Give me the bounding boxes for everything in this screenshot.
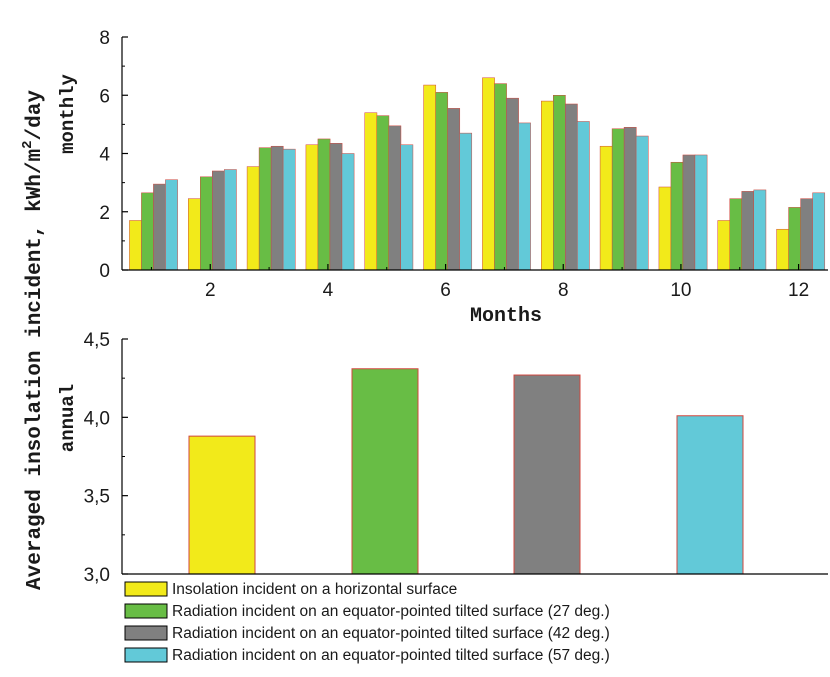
monthly-axes: 0 2 4 6 8 2 4 6 8 10 12 — [99, 28, 828, 301]
legend-label: Radiation incident on an equator-pointed… — [172, 603, 610, 620]
monthly-bar-s1-m5 — [364, 112, 378, 271]
monthly-bar-s2-m1 — [141, 192, 154, 271]
monthly-bar-s2-m7 — [494, 83, 507, 271]
monthly-bar-s3-m11 — [741, 191, 755, 271]
monthly-x-tick-label: 6 — [440, 280, 451, 301]
monthly-y-tick-label: 2 — [99, 203, 110, 224]
legend: Insolation incident on a horizontal surf… — [124, 581, 610, 664]
legend-label: Radiation incident on an equator-pointed… — [172, 647, 610, 664]
monthly-bar-s1-m1 — [129, 220, 142, 271]
monthly-y-tick-label: 6 — [99, 86, 110, 107]
monthly-bar-s2-m2 — [200, 176, 213, 271]
monthly-bar-s1-m11 — [717, 220, 731, 271]
monthly-bar-s4-m12 — [812, 192, 826, 271]
monthly-bar-s3-m2 — [212, 170, 225, 271]
monthly-bar-s3-m5 — [388, 125, 402, 271]
annual-bar-1 — [188, 435, 256, 575]
monthly-bar-s1-m6 — [423, 84, 437, 271]
annual-axes: 3,0 3,5 4,0 4,5 — [84, 330, 828, 586]
monthly-bar-s1-m9 — [599, 145, 613, 271]
annual-y-tick-label: 3,0 — [84, 565, 110, 586]
y-axis-label: Averaged insolation incident, kWh/m2/day — [20, 90, 47, 590]
monthly-bar-s3-m8 — [565, 103, 578, 271]
monthly-bar-s1-m7 — [482, 77, 495, 271]
monthly-bar-s1-m4 — [305, 144, 319, 271]
legend-item-4: Radiation incident on an equator-pointed… — [124, 647, 610, 664]
monthly-bar-s3-m7 — [506, 97, 519, 271]
monthly-bar-s1-m2 — [188, 198, 201, 271]
monthly-bar-s4-m4 — [341, 153, 355, 271]
monthly-bar-s4-m10 — [694, 154, 708, 271]
monthly-bar-s4-m1 — [165, 179, 178, 271]
monthly-bar-s3-m6 — [447, 108, 461, 271]
monthly-bar-s4-m7 — [518, 122, 531, 271]
monthly-x-tick-label: 8 — [558, 280, 569, 301]
monthly-bar-s3-m4 — [329, 143, 343, 271]
legend-item-3: Radiation incident on an equator-pointed… — [124, 625, 610, 642]
annual-y-tick-label: 4,5 — [84, 330, 110, 351]
monthly-bar-s3-m1 — [153, 183, 166, 271]
legend-item-2: Radiation incident on an equator-pointed… — [124, 603, 610, 620]
annual-bar-2 — [351, 368, 419, 575]
legend-swatch — [124, 581, 168, 597]
annual-y-tick-label: 3,5 — [84, 487, 110, 508]
legend-swatch — [124, 647, 168, 663]
monthly-bar-s2-m4 — [317, 138, 331, 271]
monthly-x-tick-label: 4 — [323, 280, 334, 301]
monthly-bar-s2-m6 — [435, 92, 449, 271]
monthly-x-tick-label: 10 — [670, 280, 691, 301]
monthly-plot: 0 2 4 6 8 2 4 6 8 10 12 Months — [99, 28, 828, 328]
monthly-bar-s4-m6 — [459, 132, 473, 271]
monthly-bar-s2-m8 — [553, 95, 566, 271]
monthly-y-tick-label: 4 — [99, 145, 110, 166]
legend-label: Insolation incident on a horizontal surf… — [172, 581, 457, 598]
y-axis-sublabel-monthly: monthly — [57, 74, 79, 154]
monthly-bar-s1-m8 — [541, 100, 554, 271]
monthly-bar-s4-m9 — [635, 135, 649, 271]
annual-plot: 3,0 3,5 4,0 4,5 — [84, 330, 828, 586]
annual-bar-4 — [676, 415, 744, 575]
monthly-y-tick-label: 0 — [99, 261, 110, 282]
monthly-bar-s1-m3 — [246, 166, 260, 271]
monthly-bar-s3-m9 — [623, 127, 637, 271]
monthly-bar-s2-m9 — [611, 128, 625, 271]
monthly-bar-s4-m11 — [753, 189, 767, 271]
legend-swatch — [124, 603, 168, 619]
annual-bar-3 — [513, 374, 581, 575]
monthly-x-tick-label: 2 — [205, 280, 216, 301]
monthly-y-tick-label: 8 — [99, 28, 110, 49]
monthly-bar-s3-m3 — [270, 145, 284, 271]
monthly-bar-s2-m3 — [258, 147, 272, 271]
x-axis-label: Months — [470, 305, 542, 328]
legend-swatch — [124, 625, 168, 641]
y-axis-sublabel-annual: annual — [57, 384, 79, 452]
monthly-bar-s4-m3 — [282, 148, 296, 271]
monthly-bar-s2-m10 — [670, 161, 684, 271]
annual-bars — [188, 368, 744, 575]
monthly-x-tick-label: 12 — [788, 280, 809, 301]
monthly-bar-s1-m12 — [776, 228, 790, 271]
monthly-bar-s2-m5 — [376, 115, 390, 271]
monthly-bar-s4-m5 — [400, 144, 414, 271]
annual-y-tick-label: 4,0 — [84, 408, 110, 429]
monthly-bar-s4-m8 — [577, 121, 590, 271]
monthly-bar-s2-m11 — [729, 198, 743, 271]
monthly-bars — [129, 77, 826, 271]
monthly-bar-s2-m12 — [788, 207, 802, 271]
legend-label: Radiation incident on an equator-pointed… — [172, 625, 610, 642]
monthly-bar-s1-m10 — [658, 186, 672, 271]
monthly-bar-s4-m2 — [224, 169, 237, 271]
legend-item-1: Insolation incident on a horizontal surf… — [124, 581, 457, 598]
monthly-bar-s3-m12 — [800, 198, 814, 271]
monthly-bar-s3-m10 — [682, 154, 696, 271]
